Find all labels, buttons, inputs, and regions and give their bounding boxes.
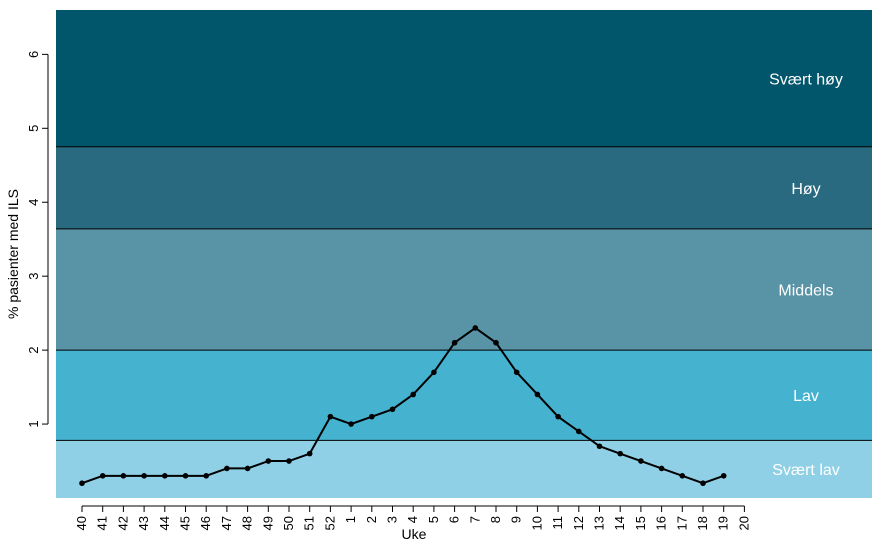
data-point-5 — [431, 369, 437, 376]
data-point-47 — [224, 465, 230, 472]
data-point-40 — [79, 480, 85, 487]
x-tick-label-6: 46 — [198, 516, 213, 530]
y-tick-label-6: 6 — [26, 51, 41, 58]
data-point-49 — [265, 458, 272, 464]
series — [79, 325, 727, 487]
y-tick-label-5: 5 — [26, 125, 41, 132]
x-tick-label-0: 40 — [74, 516, 89, 530]
x-tick-label-30: 18 — [695, 516, 710, 530]
data-point-45 — [182, 473, 189, 479]
data-point-6 — [451, 339, 458, 346]
threshold-bands — [56, 10, 872, 498]
data-point-1 — [348, 421, 354, 427]
data-point-18 — [700, 480, 706, 487]
band-0 — [56, 440, 872, 498]
x-tick-label-2: 42 — [115, 516, 130, 530]
threshold-lines — [56, 146, 872, 441]
x-tick-label-16: 4 — [405, 516, 420, 523]
x-tick-label-10: 50 — [281, 516, 296, 530]
x-tick-label-3: 43 — [136, 516, 151, 530]
x-tick-label-26: 14 — [612, 516, 627, 530]
data-point-16 — [658, 465, 665, 472]
x-axis-title: Uke — [402, 526, 427, 542]
data-point-46 — [203, 473, 209, 479]
data-point-41 — [99, 473, 106, 479]
band-1 — [56, 350, 872, 441]
x-tick-label-17: 5 — [426, 516, 441, 523]
data-point-2 — [369, 413, 375, 420]
band-label-3: Høy — [791, 181, 820, 198]
x-tick-label-22: 10 — [529, 516, 544, 530]
x-tick-label-18: 6 — [447, 516, 462, 523]
x-tick-label-11: 51 — [302, 516, 317, 530]
band-label-1: Lav — [793, 388, 819, 405]
x-tick-label-32: 20 — [736, 516, 751, 530]
data-point-43 — [141, 473, 147, 479]
data-point-7 — [472, 325, 479, 331]
y-tick-label-2: 2 — [26, 347, 41, 354]
x-tick-label-12: 52 — [322, 516, 337, 530]
y-axis-title: % pasienter med ILS — [5, 189, 21, 319]
x-tick-label-9: 49 — [260, 516, 275, 530]
x-tick-label-15: 3 — [385, 516, 400, 523]
data-point-10 — [534, 391, 541, 398]
data-point-19 — [720, 473, 727, 479]
data-point-15 — [638, 458, 644, 464]
data-point-48 — [244, 465, 251, 472]
data-point-11 — [555, 413, 561, 420]
x-tick-label-8: 48 — [240, 516, 255, 530]
data-point-17 — [679, 473, 686, 479]
x-tick-label-13: 1 — [343, 516, 358, 523]
band-label-2: Middels — [778, 282, 833, 299]
data-point-13 — [596, 443, 603, 450]
band-4 — [56, 10, 872, 147]
y-axis: 1 2 3 4 5 6 — [26, 51, 49, 428]
y-tick-label-1: 1 — [26, 420, 41, 427]
band-label-0: Svært lav — [772, 462, 840, 479]
data-point-52 — [327, 413, 334, 420]
data-point-8 — [493, 339, 499, 346]
x-tick-label-20: 8 — [488, 516, 503, 523]
x-tick-label-4: 44 — [157, 516, 172, 530]
x-axis: 40 41 42 43 44 45 46 47 48 49 50 51 52 1 2 3 4 5 6 7 8 9 10 11 1… — [74, 505, 751, 530]
y-tick-label-3: 3 — [26, 273, 41, 280]
band-2 — [56, 228, 872, 351]
x-tick-label-14: 2 — [364, 516, 379, 523]
x-tick-label-23: 11 — [550, 516, 565, 530]
data-point-42 — [120, 473, 127, 479]
data-point-9 — [513, 369, 520, 376]
x-tick-label-25: 13 — [592, 516, 607, 530]
band-labels: Svært lav Lav Middels Høy Svært høy — [769, 71, 843, 479]
data-point-51 — [306, 450, 313, 457]
data-point-4 — [410, 391, 417, 398]
x-tick-label-29: 17 — [674, 516, 689, 530]
x-tick-label-5: 45 — [178, 516, 193, 530]
x-tick-label-21: 9 — [509, 516, 524, 523]
x-tick-label-28: 16 — [654, 516, 669, 530]
data-point-44 — [162, 473, 168, 479]
x-tick-label-31: 19 — [716, 516, 731, 530]
series-line-0 — [81, 326, 725, 485]
x-tick-label-7: 47 — [219, 516, 234, 530]
band-label-4: Svært høy — [769, 71, 843, 88]
data-point-3 — [389, 406, 396, 413]
y-tick-label-4: 4 — [26, 199, 41, 206]
data-point-12 — [576, 428, 582, 435]
x-tick-label-19: 7 — [467, 516, 482, 523]
x-tick-label-24: 12 — [571, 516, 586, 530]
x-tick-label-1: 41 — [95, 516, 110, 530]
x-tick-label-27: 15 — [633, 516, 648, 530]
band-3 — [56, 146, 872, 229]
data-point-14 — [617, 450, 623, 457]
data-point-50 — [286, 458, 292, 464]
